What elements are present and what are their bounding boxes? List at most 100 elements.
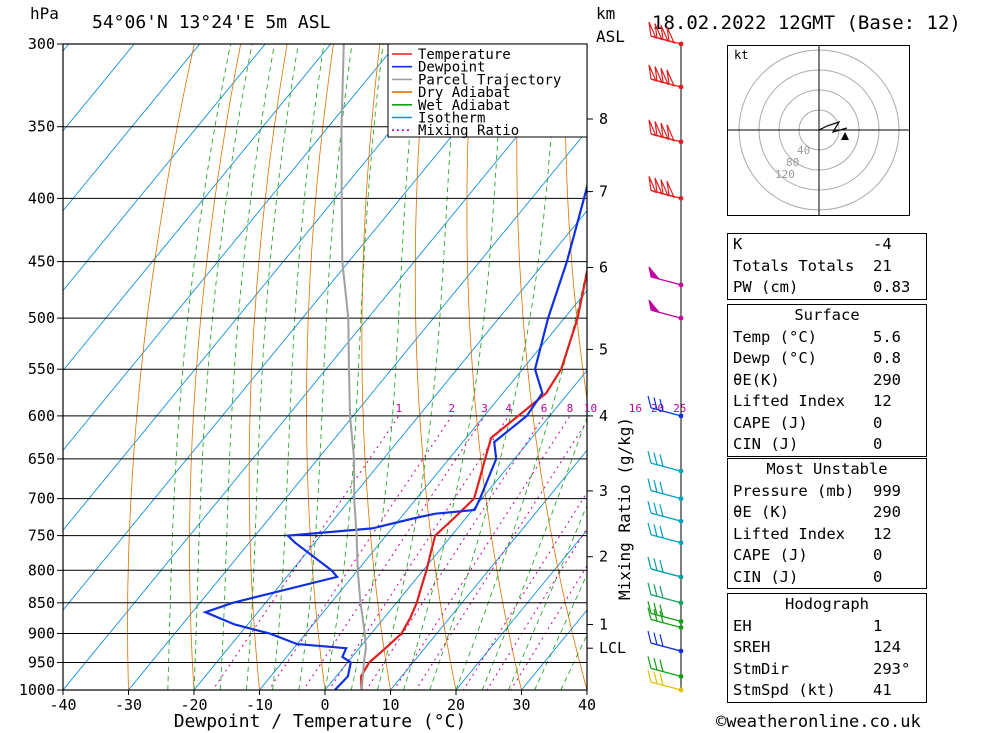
legend-label: Dewpoint — [418, 60, 485, 76]
hodo-row: StmSpd (kt) 41 — [728, 680, 926, 702]
mu-value: 0 — [873, 567, 883, 586]
pressure-tick-label: 550 — [28, 360, 55, 378]
hodograph-trace — [818, 120, 848, 133]
mixing-ratio-axis-title: Mixing Ratio (g/kg) — [615, 417, 634, 600]
index-key: K — [733, 235, 743, 253]
index-value: 0.83 — [873, 278, 911, 296]
most-unstable-title: Most Unstable — [766, 460, 888, 478]
hodo-row: EH 1 — [728, 616, 926, 638]
isotherm-line — [63, 44, 70, 52]
wind-barb — [647, 630, 684, 654]
wind-barb — [648, 64, 684, 90]
mu-value: 999 — [873, 481, 901, 500]
mixing-ratio-labels: 1 2 3 4 6 8 10 16 20 25 — [395, 402, 686, 415]
mixing-ratio-line — [328, 415, 510, 690]
hodo-key: StmDir — [733, 659, 789, 678]
wind-barb — [647, 669, 684, 693]
surface-value: 5.6 — [873, 327, 901, 346]
wet-adiabat-line — [455, 265, 587, 690]
index-value: 21 — [873, 256, 892, 275]
pressure-tick-label: 850 — [28, 594, 55, 612]
mixing-ratio-line — [365, 415, 545, 690]
dry-adiabat-line — [966, 0, 1000, 716]
isotherm-line — [258, 289, 587, 690]
mixing-ratio-line — [462, 491, 587, 690]
km-tick-label: 6 — [599, 259, 608, 277]
hodo-value: 293° — [873, 659, 911, 678]
surface-key: Dewp (°C) — [733, 349, 817, 367]
mu-key: Lifted Index — [733, 524, 845, 543]
surface-value: 0.8 — [873, 349, 901, 367]
x-tick-label: 40 — [578, 696, 596, 714]
mu-value: 290 — [873, 503, 901, 521]
wind-barb — [647, 395, 684, 419]
hodo-value: 124 — [873, 638, 901, 656]
legend-label: Parcel Trajectory — [418, 72, 561, 88]
wet-adiabat-line — [350, 44, 419, 690]
x-tick-label: -20 — [180, 696, 207, 714]
index-key: PW (cm) — [733, 278, 799, 296]
surface-value: 290 — [873, 370, 901, 389]
legend-label: Dry Adiabat — [418, 85, 511, 101]
surface-key: Lifted Index — [733, 392, 845, 410]
pressure-tick-label: 650 — [28, 450, 55, 468]
isotherm-line — [63, 44, 332, 372]
km-tick-label: 8 — [599, 110, 608, 128]
x-tick-label: 0 — [320, 696, 329, 714]
isotherm-line — [193, 210, 587, 690]
km-tick-label: 1 — [599, 616, 608, 634]
mu-key: Pressure (mb) — [733, 481, 855, 500]
wind-barb — [648, 119, 684, 145]
surface-value: 12 — [873, 392, 892, 410]
hodograph-table: Hodograph EH 1 SREH 124 StmDir 293° StmSpd … — [727, 593, 927, 703]
pressure-tick-label: 450 — [28, 253, 55, 271]
hodo-key: EH — [733, 616, 752, 635]
hodo-row: SREH 124 — [728, 637, 926, 659]
profile-series — [202, 44, 587, 690]
mixing-ratio-label: 16 — [629, 402, 642, 415]
asl-label: ASL — [596, 27, 625, 46]
surface-key: Temp (°C) — [733, 327, 817, 346]
mixing-ratio-label: 8 — [567, 402, 574, 415]
isotherm-line — [63, 44, 397, 452]
mu-row: CAPE (J) 0 — [728, 545, 926, 567]
series-temperature — [359, 266, 587, 690]
isotherm-line — [63, 44, 266, 292]
wind-barb — [648, 299, 684, 321]
index-row: K -4 — [728, 234, 926, 256]
hodograph-ring-label: 120 — [775, 168, 795, 181]
pressure-tick-label: 900 — [28, 625, 55, 643]
mu-key: CIN (J) — [733, 567, 799, 586]
mu-value: 12 — [873, 524, 892, 543]
pressure-tick-label: 400 — [28, 189, 55, 207]
wet-adiabat-line — [298, 44, 353, 690]
mu-value: 0 — [873, 546, 883, 564]
mixing-ratio-label: 25 — [673, 402, 686, 415]
pressure-unit-label: hPa — [30, 4, 59, 23]
wet-adiabat-line — [246, 44, 299, 690]
km-tick-label: 5 — [599, 340, 608, 358]
legend-label: Mixing Ratio — [418, 123, 519, 139]
isotherm-line — [127, 130, 587, 690]
datetime-label: 18.02.2022 12GMT (Base: 12) — [652, 12, 961, 34]
copyright-link[interactable]: ©weatheronline.co.uk — [716, 712, 921, 732]
mixing-ratio-label: 2 — [448, 402, 455, 415]
mixing-ratio-label: 6 — [541, 402, 548, 415]
hodograph-unit-label: kt — [734, 48, 748, 62]
dry-adiabat-line — [248, 44, 288, 690]
wet-adiabat-line — [167, 44, 232, 690]
x-tick-label: -10 — [246, 696, 273, 714]
storm-motion-marker — [841, 132, 849, 140]
hodograph-ring-label: 80 — [786, 156, 799, 169]
wet-adiabat-line — [481, 415, 587, 690]
surface-key: CAPE (J) — [733, 413, 808, 432]
wind-barb — [647, 556, 684, 580]
wind-barb — [647, 522, 684, 546]
wind-barb — [648, 176, 684, 201]
dry-adiabat-line — [922, 0, 1000, 716]
location-label: 54°06'N 13°24'E 5m ASL — [92, 12, 331, 33]
surface-row: Lifted Index 12 — [728, 391, 926, 413]
mixing-ratio-line — [510, 564, 587, 690]
